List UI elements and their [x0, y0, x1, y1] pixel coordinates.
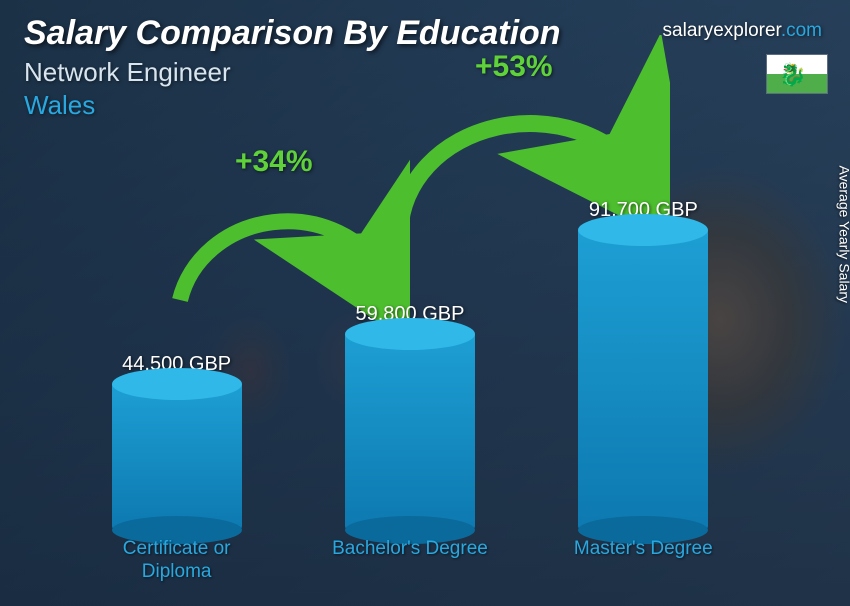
bar-category-label: Master's Degree: [553, 538, 733, 584]
bar-slot: 44,500 GBP: [87, 353, 267, 530]
region-name: Wales: [24, 90, 826, 121]
bar-front: [112, 384, 242, 530]
bar-top-ellipse: [578, 214, 708, 246]
job-title: Network Engineer: [24, 57, 826, 88]
bar-chart: +34% +53% 44,500 GBP 59,800 GBP: [60, 150, 760, 584]
bar-slot: 91,700 GBP: [553, 199, 733, 530]
labels-row: Certificate or Diploma Bachelor's Degree…: [60, 538, 760, 584]
infographic-container: Salary Comparison By Education Network E…: [0, 0, 850, 606]
brand-suffix: .com: [781, 20, 822, 41]
y-axis-label: Average Yearly Salary: [836, 166, 850, 304]
bar-category-label: Certificate or Diploma: [87, 538, 267, 584]
flag-dragon-icon: 🐉: [779, 64, 806, 86]
bar-front: [345, 334, 475, 530]
brand-logo-text: salaryexplorer.com: [663, 20, 822, 42]
bar-top-ellipse: [345, 318, 475, 350]
wales-flag-icon: 🐉: [766, 54, 828, 94]
bar-top-ellipse: [112, 368, 242, 400]
bar: [578, 230, 708, 530]
brand-name: salaryexplorer: [663, 20, 781, 41]
bar: [112, 384, 242, 530]
bar-front: [578, 230, 708, 530]
bar: [345, 334, 475, 530]
bar-category-label: Bachelor's Degree: [320, 538, 500, 584]
increase-pct-2: +53%: [475, 50, 553, 84]
bar-slot: 59,800 GBP: [320, 303, 500, 530]
bars-row: 44,500 GBP 59,800 GBP 91,700 GBP: [60, 150, 760, 530]
